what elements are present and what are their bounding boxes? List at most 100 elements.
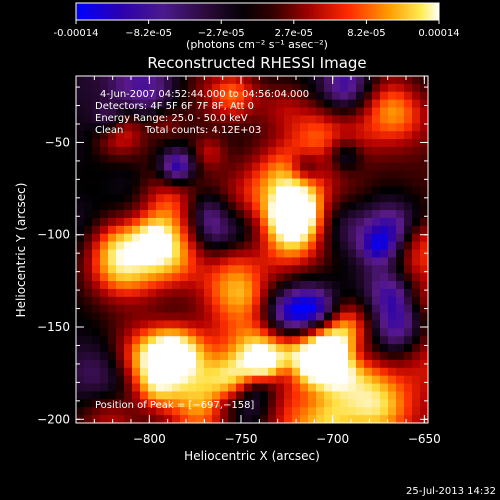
colorbar-tick-label: −2.7e-05 [198,28,245,39]
heatmap-cell [364,123,373,132]
heatmap-cell [92,139,101,148]
heatmap-cell [92,241,101,251]
heatmap-cell [148,359,157,369]
heatmap-cell [140,99,149,109]
heatmap-cell [108,312,117,322]
heatmap-cell [108,162,117,172]
heatmap-cell [76,391,85,400]
heatmap-cell [356,241,365,251]
heatmap-cell [356,359,365,369]
heatmap-cell [396,217,405,227]
heatmap-cell [196,91,205,101]
heatmap-cell [388,178,397,188]
heatmap-cell [300,296,309,306]
colorbar: -0.00014 −8.2e-05 −2.7e-05 2.7e-05 8.2e-05 0.… [54,2,460,51]
heatmap-cell [116,312,125,322]
heatmap-cell [196,83,205,93]
heatmap-cell [244,217,253,227]
heatmap-cell [356,194,365,203]
heatmap-cell [300,336,309,345]
heatmap-cell [164,217,173,227]
heatmap-cell [252,107,261,117]
heatmap-cell [260,186,269,195]
heatmap-cell [76,257,85,266]
heatmap-cell [300,352,309,361]
heatmap-cell [188,407,197,416]
heatmap-cell [156,352,165,361]
heatmap-cell [364,76,373,85]
heatmap-cell [276,281,285,290]
heatmap-cell [156,139,165,148]
heatmap-cell [244,225,253,235]
heatmap-cell [244,320,253,329]
heatmap-cell [332,233,341,243]
heatmap-cell [108,233,117,243]
heatmap-cell [228,304,237,314]
heatmap-cell [388,91,397,101]
heatmap-cell [348,391,357,400]
heatmap-cell [308,178,317,188]
heatmap-cell [212,233,221,243]
heatmap-cell [388,336,397,345]
heatmap-cell [212,328,221,337]
heatmap-cell [380,194,389,203]
heatmap-cell [260,139,269,148]
heatmap-cell [172,131,181,140]
heatmap-cell [340,359,349,369]
heatmap-cell [396,225,405,235]
heatmap-cell [228,178,237,188]
heatmap-cell [380,139,389,148]
heatmap-cell [244,76,253,85]
heatmap-cell [268,123,277,132]
heatmap-cell [404,265,413,274]
heatmap-cell [196,328,205,337]
heatmap-cell [148,344,157,353]
heatmap-cell [356,115,365,124]
heatmap-cell [420,367,428,377]
heatmap-cell [124,249,133,258]
heatmap-cell [364,146,373,156]
heatmap-cell [84,186,93,195]
heatmap-cell [300,194,309,203]
heatmap-cell [188,194,197,203]
heatmap-cell [244,233,253,243]
heatmap-cell [212,131,221,140]
heatmap-cell [268,265,277,274]
heatmap-cell [388,415,397,423]
heatmap-cell [180,320,189,329]
heatmap-cell [332,304,341,314]
heatmap-cell [300,162,309,172]
heatmap-cell [188,281,197,290]
heatmap-cell [100,288,109,298]
heatmap-cell [332,91,341,101]
heatmap-cell [364,162,373,172]
heatmap-cell [404,139,413,148]
heatmap-cell [236,225,245,235]
heatmap-cell [404,107,413,117]
heatmap-cell [420,123,428,132]
heatmap-cell [92,186,101,195]
heatmap-cell [180,241,189,251]
heatmap-cell [196,162,205,172]
heatmap-cell [292,115,301,124]
heatmap-cell [84,288,93,298]
heatmap-cell [244,123,253,132]
heatmap-cell [324,131,333,140]
heatmap-cell [396,139,405,148]
heatmap-cell [236,194,245,203]
heatmap-cell [220,178,229,188]
heatmap-cell [180,383,189,393]
heatmap-cell [76,399,85,408]
heatmap-cell [220,194,229,203]
heatmap-cell [236,99,245,109]
heatmap-cell [132,162,141,172]
heatmap-cell [356,304,365,314]
heatmap-cell [76,210,85,219]
heatmap-cell [244,312,253,322]
heatmap-cell [308,375,317,385]
heatmap-cell [380,304,389,314]
heatmap-cell [148,336,157,345]
heatmap-cell [308,304,317,314]
heatmap-cell [116,375,125,385]
heatmap-cell [212,170,221,180]
